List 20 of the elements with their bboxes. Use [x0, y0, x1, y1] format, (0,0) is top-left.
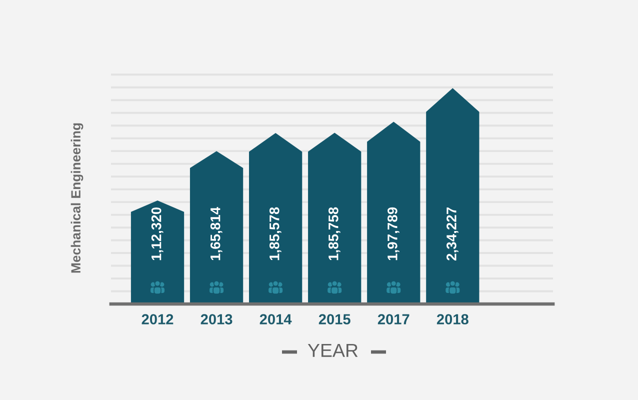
x-tick-label: 2014 — [260, 314, 292, 324]
y-axis-title: Mechanical Engineering — [70, 123, 84, 273]
x-tick-label: 2017 — [378, 314, 410, 324]
data-label: 1,97,789 — [388, 207, 400, 260]
bar — [367, 122, 420, 304]
data-label: 1,85,578 — [269, 207, 282, 260]
bar — [249, 132, 302, 304]
x-tick-label: 2015 — [318, 314, 350, 324]
bar — [426, 88, 480, 304]
x-tick-label: 2012 — [142, 314, 174, 324]
x-tick-label: 2013 — [200, 314, 232, 324]
x-axis-title: YEAR — [308, 344, 358, 357]
bar — [130, 200, 184, 304]
x-tick-label: 2018 — [436, 314, 468, 324]
bar — [190, 151, 244, 304]
data-label: 1,85,758 — [328, 207, 340, 260]
data-label: 1,65,814 — [210, 206, 222, 260]
bar — [308, 132, 362, 304]
data-label: 2,34,227 — [446, 207, 458, 260]
data-label: 1,12,320 — [151, 207, 164, 260]
